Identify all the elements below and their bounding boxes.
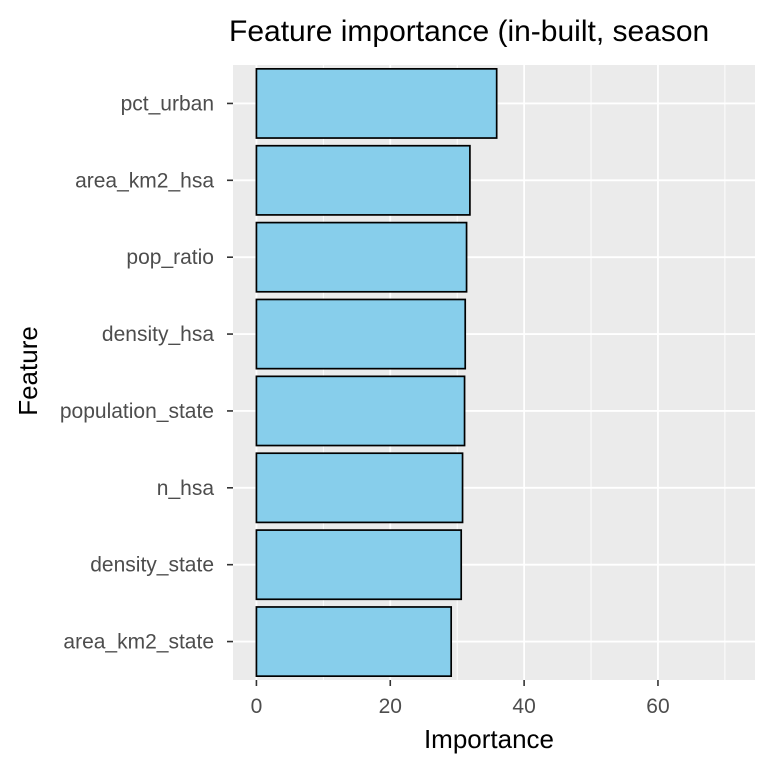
x-tick-label: 60 (646, 695, 669, 718)
bar-population_state (255, 375, 466, 447)
bar-area_km2_hsa (255, 144, 471, 216)
y-tick-label: density_state (90, 554, 214, 577)
y-tick-label: pct_urban (121, 92, 214, 115)
y-tick-label: area_km2_state (63, 631, 214, 654)
bar-pop_ratio (255, 221, 468, 293)
bar-density_state (255, 529, 463, 601)
bar-area_km2_state (255, 606, 453, 678)
y-axis-title: Feature (13, 326, 43, 416)
y-tick-label: pop_ratio (126, 246, 214, 269)
chart-title: Feature importance (in-built, season (229, 15, 709, 48)
y-tick-label: density_hsa (102, 323, 214, 346)
y-tick-label: area_km2_hsa (75, 169, 214, 192)
bars (255, 67, 498, 678)
x-tick-label: 40 (512, 695, 535, 718)
x-axis-title: Importance (424, 724, 554, 754)
bar-pct_urban (255, 67, 498, 139)
x-tick-label: 0 (251, 695, 263, 718)
y-tick-label: population_state (60, 400, 214, 423)
x-tick-label: 20 (379, 695, 402, 718)
bar-density_hsa (255, 298, 467, 370)
y-tick-label: n_hsa (157, 477, 215, 500)
bar-n_hsa (255, 452, 464, 524)
y-axis: pct_urban area_km2_hsa pop_ratio density_hs… (60, 92, 233, 654)
x-axis: 0 20 40 60 (251, 680, 670, 718)
